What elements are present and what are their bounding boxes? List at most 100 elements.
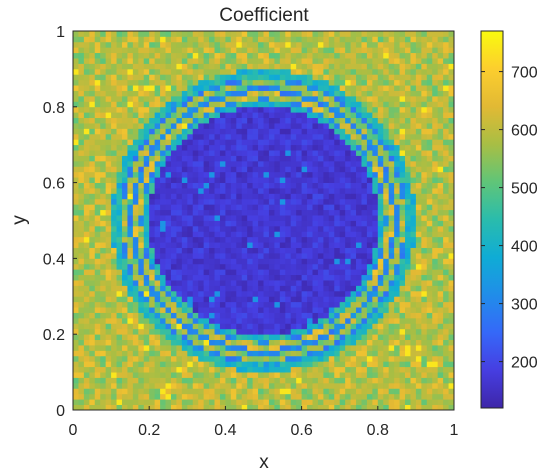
heatmap-cell bbox=[443, 399, 449, 405]
heatmap-cell bbox=[247, 220, 254, 227]
heatmap-cell bbox=[323, 171, 330, 178]
heatmap-cell bbox=[252, 79, 259, 86]
heatmap-cell bbox=[312, 355, 319, 362]
heatmap-cell bbox=[203, 339, 210, 346]
heatmap-cell bbox=[279, 117, 286, 124]
heatmap-cell bbox=[279, 193, 286, 200]
heatmap-cell bbox=[296, 280, 302, 286]
heatmap-cell bbox=[328, 188, 335, 194]
heatmap-cell bbox=[345, 312, 351, 319]
heatmap-cell bbox=[105, 155, 112, 162]
heatmap-cell bbox=[426, 31, 433, 37]
heatmap-cell bbox=[345, 117, 351, 124]
heatmap-cell bbox=[426, 112, 433, 119]
heatmap-cell bbox=[372, 90, 379, 97]
heatmap-cell bbox=[73, 198, 79, 205]
heatmap-cell bbox=[78, 204, 85, 211]
heatmap-cell bbox=[290, 204, 297, 211]
heatmap-cell bbox=[187, 150, 194, 156]
y-tick-label: 0 bbox=[56, 403, 65, 420]
heatmap-cell bbox=[241, 350, 248, 357]
heatmap-cell bbox=[198, 328, 205, 335]
heatmap-cell bbox=[410, 85, 417, 91]
heatmap-cell bbox=[415, 177, 422, 183]
heatmap-cell bbox=[176, 63, 183, 70]
heatmap-cell bbox=[160, 68, 166, 75]
heatmap-cell bbox=[361, 290, 368, 297]
heatmap-cell bbox=[274, 117, 281, 124]
heatmap-cell bbox=[394, 274, 400, 281]
heatmap-cell bbox=[410, 274, 417, 281]
heatmap-cell bbox=[290, 247, 297, 254]
heatmap-cell bbox=[345, 68, 351, 75]
heatmap-cell bbox=[252, 166, 259, 173]
heatmap-cell bbox=[203, 399, 210, 405]
heatmap-cell bbox=[405, 177, 411, 183]
heatmap-cell bbox=[268, 215, 275, 221]
heatmap-cell bbox=[339, 52, 346, 59]
heatmap-cell bbox=[415, 258, 422, 265]
heatmap-cell bbox=[143, 150, 150, 156]
heatmap-cell bbox=[279, 296, 286, 303]
heatmap-cell bbox=[154, 58, 161, 64]
heatmap-cell bbox=[426, 101, 433, 108]
heatmap-cell bbox=[127, 225, 134, 232]
heatmap-cell bbox=[127, 52, 134, 59]
heatmap-cell bbox=[296, 301, 302, 308]
heatmap-cell bbox=[165, 95, 172, 102]
heatmap-cell bbox=[143, 95, 150, 102]
heatmap-cell bbox=[323, 117, 330, 124]
heatmap-cell bbox=[94, 382, 101, 389]
heatmap-cell bbox=[410, 269, 417, 276]
heatmap-cell bbox=[192, 144, 199, 151]
heatmap-cell bbox=[356, 193, 362, 200]
heatmap-cell bbox=[301, 399, 308, 405]
heatmap-cell bbox=[350, 117, 357, 124]
heatmap-cell bbox=[170, 307, 177, 313]
heatmap-cell bbox=[241, 101, 248, 108]
heatmap-cell bbox=[323, 95, 330, 102]
heatmap-cell bbox=[73, 101, 79, 108]
heatmap-cell bbox=[328, 317, 335, 324]
heatmap-cell bbox=[290, 269, 297, 276]
heatmap-cell bbox=[415, 334, 422, 341]
heatmap-cell bbox=[405, 269, 411, 276]
heatmap-cell bbox=[388, 150, 395, 156]
heatmap-cell bbox=[268, 133, 275, 140]
heatmap-cell bbox=[111, 52, 117, 59]
heatmap-cell bbox=[176, 345, 183, 351]
heatmap-cell bbox=[165, 139, 172, 146]
heatmap-cell bbox=[328, 58, 335, 64]
heatmap-cell bbox=[421, 47, 428, 54]
heatmap-cell bbox=[219, 355, 226, 362]
heatmap-cell bbox=[426, 312, 433, 319]
heatmap-cell bbox=[252, 123, 259, 129]
heatmap-cell bbox=[73, 317, 79, 324]
heatmap-cell bbox=[116, 90, 123, 97]
heatmap-cell bbox=[258, 101, 264, 108]
heatmap-cell bbox=[437, 41, 444, 48]
heatmap-cell bbox=[356, 79, 362, 86]
heatmap-cell bbox=[323, 252, 330, 259]
heatmap-cell bbox=[421, 166, 428, 173]
heatmap-cell bbox=[361, 307, 368, 313]
heatmap-cell bbox=[399, 285, 406, 292]
heatmap-cell bbox=[258, 350, 264, 357]
heatmap-cell bbox=[230, 215, 237, 221]
heatmap-cell bbox=[356, 177, 362, 183]
heatmap-cell bbox=[209, 301, 215, 308]
heatmap-cell bbox=[176, 301, 183, 308]
heatmap-cell bbox=[356, 63, 362, 70]
heatmap-cell bbox=[154, 328, 161, 335]
heatmap-cell bbox=[405, 307, 411, 313]
heatmap-cell bbox=[274, 133, 281, 140]
heatmap-cell bbox=[121, 139, 128, 146]
heatmap-cell bbox=[426, 236, 433, 243]
heatmap-cell bbox=[334, 280, 341, 286]
heatmap-cell bbox=[421, 350, 428, 357]
heatmap-cell bbox=[323, 160, 330, 167]
heatmap-cell bbox=[437, 312, 444, 319]
heatmap-cell bbox=[214, 269, 221, 276]
heatmap-cell bbox=[105, 188, 112, 194]
heatmap-cell bbox=[116, 52, 123, 59]
